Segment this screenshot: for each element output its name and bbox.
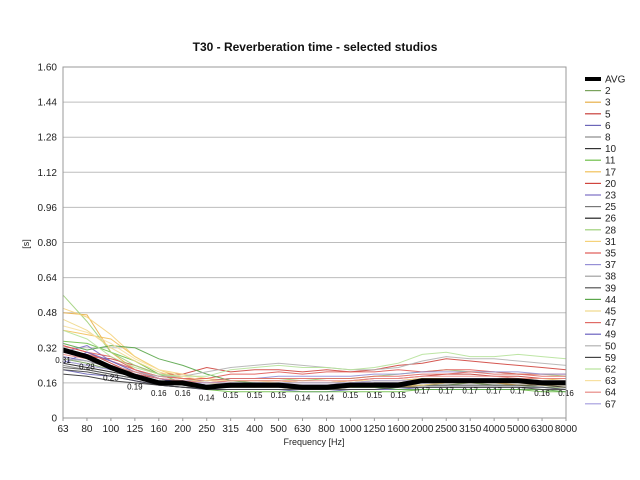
avg-data-label: 0.17	[462, 387, 478, 396]
x-tick-label: 400	[246, 424, 263, 435]
y-tick-label: 1.60	[38, 63, 58, 74]
x-tick-label: 4000	[483, 424, 506, 435]
x-tick-label: 63	[57, 424, 69, 435]
x-tick-label: 8000	[555, 424, 578, 435]
avg-data-label: 0.17	[486, 387, 502, 396]
x-tick-label: 6300	[531, 424, 554, 435]
avg-data-label: 0.14	[295, 393, 311, 402]
avg-data-label: 0.28	[79, 363, 95, 372]
series-line-64	[62, 353, 566, 384]
legend-label: 17	[605, 167, 617, 178]
x-tick-label: 2000	[411, 424, 434, 435]
avg-data-label: 0.17	[414, 387, 430, 396]
y-tick-label: 0.16	[38, 378, 58, 389]
series-line-62	[62, 329, 567, 377]
avg-data-label: 0.16	[175, 389, 191, 398]
legend-label: 10	[605, 144, 617, 155]
avg-line-group: 0.310.280.230.190.16 0.16 0.14 0.15 0.15 0.15…	[55, 347, 574, 402]
legend-label: 50	[605, 341, 617, 352]
legend-label: 25	[605, 202, 617, 213]
avg-data-label: 0.14	[199, 393, 215, 402]
legend: AVG2356810111720232526283135373839444547…	[585, 75, 626, 410]
x-tick-label: 1600	[387, 424, 410, 435]
legend-label: 37	[605, 260, 617, 271]
legend-label: 49	[605, 330, 617, 341]
legend-label: 23	[605, 191, 617, 202]
x-tick-label: 80	[81, 424, 93, 435]
avg-data-label: 0.23	[103, 374, 119, 383]
avg-data-label: 0.19	[127, 382, 143, 391]
chart-title: T30 - Reverberation time - selected stud…	[193, 40, 438, 54]
avg-data-label: 0.15	[247, 391, 263, 400]
x-tick-label: 315	[222, 424, 239, 435]
y-tick-label: 0.64	[38, 273, 58, 284]
legend-label: 67	[605, 399, 617, 410]
avg-data-label: 0.15	[343, 391, 359, 400]
series-line-50	[62, 356, 567, 377]
series-line-47	[62, 351, 566, 382]
avg-data-label: 0.15	[271, 391, 287, 400]
x-tick-label: 250	[198, 424, 215, 435]
x-tick-label: 5000	[507, 424, 530, 435]
legend-label: 8	[605, 133, 611, 144]
y-tick-label: 0.96	[38, 203, 58, 214]
y-tick-label: 0.80	[38, 238, 58, 249]
x-tick-label: 1000	[339, 424, 362, 435]
plot-frame	[62, 66, 567, 419]
avg-data-label: 0.14	[319, 393, 335, 402]
legend-label: 59	[605, 353, 617, 364]
x-tick-label: 800	[318, 424, 335, 435]
legend-label: 31	[605, 237, 617, 248]
legend-label: 62	[605, 365, 617, 376]
legend-label: 20	[605, 179, 617, 190]
x-tick-label: 3150	[459, 424, 482, 435]
avg-data-label: 0.17	[510, 387, 526, 396]
legend-label: 45	[605, 307, 617, 318]
y-tick-label: 0	[51, 414, 57, 425]
x-tick-label: 200	[174, 424, 191, 435]
avg-data-label: 0.15	[367, 391, 383, 400]
legend-label: 11	[605, 156, 616, 167]
legend-label: 39	[605, 283, 617, 294]
legend-label: 6	[605, 121, 611, 132]
axes: 0 0.16 0.32 0.48 0.64 0.80 0.96 1.12 1.28 1.44 1.6…	[38, 63, 578, 436]
y-tick-label: 1.28	[38, 133, 58, 144]
x-tick-label: 630	[294, 424, 311, 435]
avg-data-label: 0.16	[151, 389, 167, 398]
y-axis-label: [s]	[21, 239, 31, 249]
legend-label: 35	[605, 249, 617, 260]
x-tick-label: 160	[150, 424, 167, 435]
y-tick-label: 0.32	[38, 343, 58, 354]
x-tick-label: 100	[103, 424, 120, 435]
legend-label: 3	[605, 98, 611, 109]
avg-data-label: 0.16	[534, 389, 550, 398]
x-tick-label: 500	[270, 424, 287, 435]
avg-data-label: 0.15	[391, 391, 407, 400]
y-tick-label: 1.12	[38, 168, 58, 179]
legend-label: 2	[605, 86, 611, 97]
y-tick-label: 0.48	[38, 308, 58, 319]
legend-label-avg: AVG	[605, 75, 626, 86]
x-tick-label: 2500	[435, 424, 458, 435]
x-tick-label: 1250	[363, 424, 386, 435]
legend-label: 47	[605, 318, 617, 329]
avg-line	[62, 347, 566, 390]
legend-label: 5	[605, 109, 611, 120]
x-tick-label: 125	[127, 424, 144, 435]
legend-label: 38	[605, 272, 617, 283]
x-axis-label: Frequency [Hz]	[283, 437, 344, 447]
avg-data-label: 0.15	[223, 391, 239, 400]
legend-label: 28	[605, 225, 617, 236]
legend-label: 44	[605, 295, 617, 306]
legend-label: 64	[605, 388, 617, 399]
avg-data-label: 0.17	[438, 387, 454, 396]
y-tick-label: 1.44	[38, 98, 58, 109]
grid	[63, 66, 566, 419]
legend-label: 26	[605, 214, 617, 225]
legend-label: 63	[605, 376, 617, 387]
